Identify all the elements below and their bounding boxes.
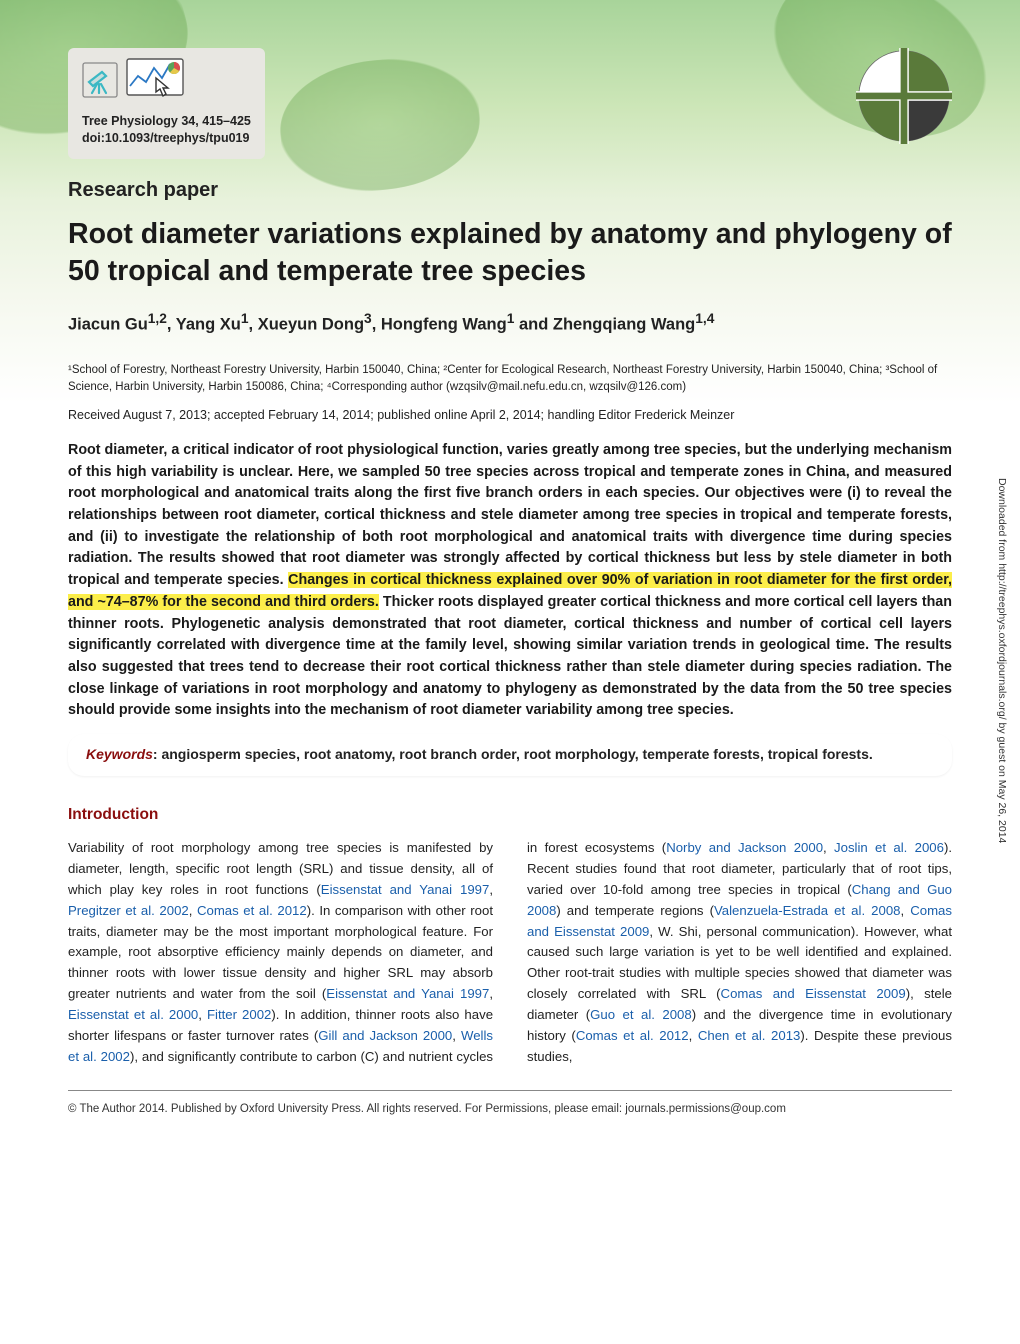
interactive-chart-icon bbox=[126, 58, 184, 107]
download-note: Downloaded from http://treephys.oxfordjo… bbox=[992, 478, 1008, 1018]
abstract: Root diameter, a critical indicator of r… bbox=[68, 440, 952, 722]
publication-dates: Received August 7, 2013; accepted Februa… bbox=[68, 408, 952, 422]
citation-box: Tree Physiology 34, 415–425 doi:10.1093/… bbox=[68, 48, 265, 159]
abstract-post: Thicker roots displayed greater cortical… bbox=[68, 594, 952, 719]
abstract-pre: Root diameter, a critical indicator of r… bbox=[68, 442, 952, 588]
keywords-label: Keywords bbox=[86, 746, 153, 762]
authors: Jiacun Gu1,2, Yang Xu1, Xueyun Dong3, Ho… bbox=[68, 311, 952, 335]
copyright: © The Author 2014. Published by Oxford U… bbox=[68, 1103, 952, 1115]
keywords-text: : angiosperm species, root anatomy, root… bbox=[153, 746, 873, 762]
divider bbox=[68, 1090, 952, 1091]
article-title: Root diameter variations explained by an… bbox=[68, 216, 952, 291]
body-text: Variability of root morphology among tre… bbox=[68, 838, 952, 1067]
keywords-box: Keywords: angiosperm species, root anato… bbox=[68, 734, 952, 776]
telescope-icon bbox=[82, 62, 118, 103]
introduction-heading: Introduction bbox=[68, 806, 952, 824]
affiliations: ¹School of Forestry, Northeast Forestry … bbox=[68, 362, 952, 395]
doi: doi:10.1093/treephys/tpu019 bbox=[82, 130, 251, 147]
section-label: Research paper bbox=[68, 179, 952, 202]
journal-logo-icon bbox=[856, 48, 952, 144]
journal-reference: Tree Physiology 34, 415–425 bbox=[82, 113, 251, 130]
